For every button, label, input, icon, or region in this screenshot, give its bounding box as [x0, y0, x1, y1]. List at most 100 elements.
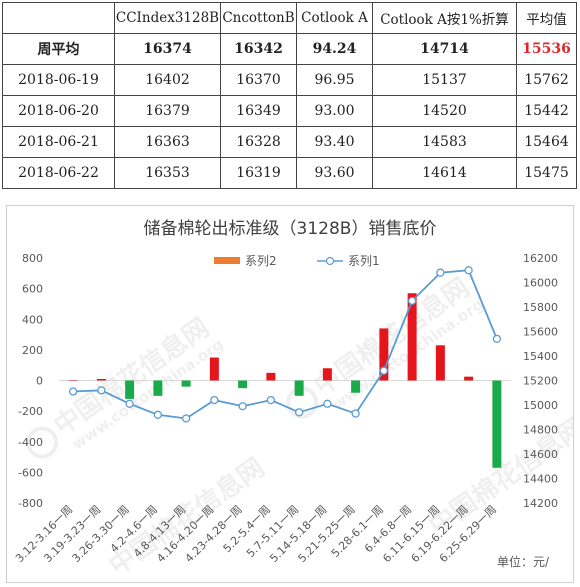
line-point: [153, 410, 163, 419]
average-highlight-cell: 15536: [516, 33, 577, 65]
line-point: [210, 395, 219, 405]
bar: [379, 328, 389, 381]
line-point: [68, 387, 78, 396]
row-label: 周平均: [2, 33, 115, 65]
line-point: [323, 399, 332, 408]
line-point: [97, 386, 106, 395]
left-axis-tick-label: 600: [22, 283, 43, 296]
table-row: 2018-06-19 16402 16370 96.95 15137 15762: [2, 64, 577, 96]
table-cell: 93.00: [296, 95, 373, 127]
legend-marker-series-1: [325, 256, 335, 266]
table-cell: 16353: [114, 157, 221, 189]
table-cell: 15762: [516, 64, 577, 96]
line-point: [464, 266, 473, 275]
chart-title: 储备棉轮出标准级（3128B）销售底价: [144, 219, 437, 239]
table-cell: 16342: [220, 33, 297, 65]
weekly-average-row: 周平均 16374 16342 94.24 14714 15536: [2, 33, 577, 65]
sales-floor-price-chart: 储备棉轮出标准级（3128B）销售底价 系列2 系列1 中国棉花信息网 www.…: [13, 219, 573, 582]
right-axis-tick-label: 14600: [523, 448, 558, 461]
bar: [266, 372, 276, 381]
table-cell: 15137: [372, 64, 517, 96]
right-axis-tick-label: 15400: [523, 350, 558, 363]
line-point: [351, 409, 360, 418]
bar: [322, 368, 332, 381]
table-cell: 93.60: [296, 157, 373, 189]
table-cell: 16328: [220, 126, 297, 158]
row-date: 2018-06-22: [2, 157, 115, 189]
table-row: 2018-06-21 16363 16328 93.40 14583 15464: [2, 126, 577, 158]
bar: [96, 378, 106, 381]
header-cell-cotlook-converted: Cotlook A按1%折算: [372, 2, 517, 34]
header-cell-ccindex: CCIndex3128B: [114, 2, 221, 34]
line-series-1: [68, 266, 502, 423]
chart-legend: 系列2 系列1: [214, 254, 380, 268]
bar: [68, 380, 78, 381]
left-axis-tick-label: -600: [18, 466, 43, 479]
line-point: [266, 395, 276, 405]
table-cell: 94.24: [296, 33, 373, 65]
left-axis-tick-label: -400: [18, 436, 43, 449]
table-cell: 93.40: [296, 126, 373, 158]
header-cell-blank: [2, 2, 115, 34]
bar: [181, 380, 191, 387]
left-axis-tick-label: 200: [22, 344, 43, 357]
line-point: [407, 296, 417, 306]
table-cell: 16319: [220, 157, 297, 189]
table-cell: 16379: [114, 95, 221, 127]
table-cell: 16349: [220, 95, 297, 127]
table-row: 2018-06-22 16353 16319 93.60 14614 15475: [2, 157, 577, 189]
bar: [153, 380, 163, 396]
series-line: [73, 269, 498, 420]
right-axis-tick-label: 16000: [523, 277, 558, 290]
legend-label-series-2: 系列2: [245, 254, 277, 268]
price-table: CCIndex3128B CncottonB Cotlook A Cotlook…: [2, 2, 577, 189]
watermark-logo: 中国棉花信息网: [103, 452, 270, 582]
unit-label: 单位：元/: [497, 554, 550, 569]
left-axis-tick-label: 800: [22, 252, 43, 265]
row-date: 2018-06-20: [2, 95, 115, 127]
legend-swatch-series-2: [214, 257, 240, 264]
bar: [435, 345, 445, 381]
svg-text:中国棉花信息网: 中国棉花信息网: [103, 452, 270, 582]
right-axis-tick-label: 15600: [523, 326, 558, 339]
svg-text:中国棉花信息网: 中国棉花信息网: [308, 272, 475, 402]
row-date: 2018-06-19: [2, 64, 115, 96]
table-cell: 16374: [114, 33, 221, 65]
bar: [492, 380, 502, 468]
legend-label-series-1: 系列1: [348, 254, 380, 268]
svg-text:中国棉花信息网: 中国棉花信息网: [48, 312, 215, 442]
row-date: 2018-06-21: [2, 126, 115, 158]
bar: [464, 376, 474, 381]
table-cell: 15464: [516, 126, 577, 158]
line-point: [181, 414, 191, 423]
right-axis-tick-label: 16200: [523, 252, 558, 265]
header-cell-average: 平均值: [516, 2, 577, 34]
bar: [238, 380, 248, 389]
line-point: [125, 399, 134, 408]
left-axis: -800 -600 -400 -200 0 200 400 600 800: [18, 252, 43, 510]
table-cell: 14520: [372, 95, 517, 127]
header-cell-cotlook-a: Cotlook A: [296, 2, 373, 34]
bar-series-2: [68, 293, 502, 468]
right-axis-tick-label: 15000: [523, 399, 558, 412]
left-axis-tick-label: 0: [36, 375, 43, 388]
table-cell: 16402: [114, 64, 221, 96]
table-cell: 14614: [372, 157, 517, 189]
right-axis: 14200 14400 14600 14800 15000 15200 15400 15600…: [523, 252, 558, 510]
table-header-row: CCIndex3128B CncottonB Cotlook A Cotlook…: [2, 2, 577, 34]
bar: [294, 380, 304, 396]
table-cell: 15442: [516, 95, 577, 127]
left-axis-tick-label: -200: [18, 405, 43, 418]
table-row: 2018-06-20 16379 16349 93.00 14520 15442: [2, 95, 577, 127]
table-cell: 16370: [220, 64, 297, 96]
bar: [351, 380, 361, 393]
x-axis: 3.12-3.16一周3.19-3.23一周3.26-3.30一周4.2-4.6…: [13, 503, 499, 565]
right-axis-tick-label: 14400: [523, 473, 558, 486]
table-cell: 14714: [372, 33, 517, 65]
chart-frame: 储备棉轮出标准级（3128B）销售底价 系列2 系列1 中国棉花信息网 www.…: [6, 205, 574, 583]
line-point: [379, 366, 389, 375]
right-axis-tick-label: 14800: [523, 424, 558, 437]
bar: [407, 293, 417, 381]
bar: [125, 380, 135, 399]
right-axis-tick-label: 15200: [523, 375, 558, 388]
